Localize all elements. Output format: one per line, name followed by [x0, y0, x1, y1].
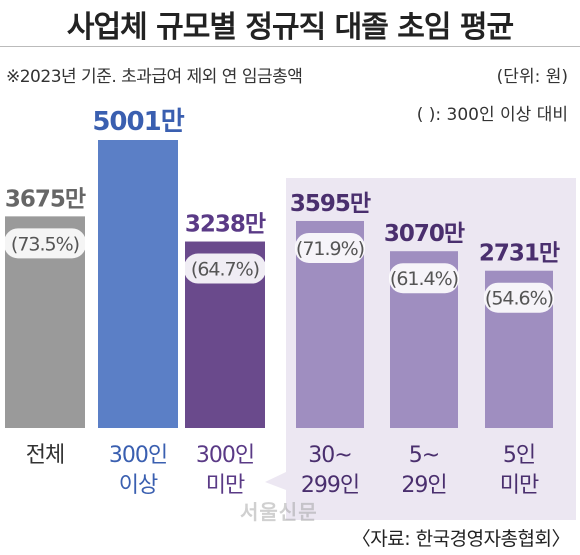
category-label-1-1: 이상: [119, 473, 158, 498]
bar-1: [98, 140, 178, 428]
value-label-3: 3595만: [290, 191, 371, 217]
comparison-note: ( ): 300인 이상 대비: [416, 105, 568, 125]
ratio-label-4: (61.4%): [390, 268, 458, 290]
category-label-4-0: 5~: [409, 443, 439, 468]
ratio-pill-0: [4, 228, 86, 259]
category-label-5-0: 5인: [503, 443, 535, 468]
title-divider: [0, 46, 580, 47]
category-label-3-1: 299인: [301, 473, 359, 498]
value-label-5: 2731만: [479, 241, 560, 267]
chart-subtitle: ※2023년 기준. 초과급여 제외 연 임금총액: [6, 67, 303, 87]
unit-note: (단위: 원): [496, 67, 568, 87]
value-label-4: 3070만: [384, 221, 465, 247]
category-label-5-1: 미만: [500, 473, 539, 498]
source-note: 〈자료: 한국경영자총협회〉: [351, 528, 571, 550]
ratio-pill-5: [484, 282, 554, 313]
value-label-1: 5001만: [92, 107, 184, 137]
publisher-watermark: 서울신문: [240, 500, 318, 524]
ratio-pill-4: [389, 263, 459, 294]
ratio-pill-3: [295, 232, 365, 263]
chart-title: 사업체 규모별 정규직 대졸 초임 평균: [66, 10, 514, 45]
ratio-label-0: (73.5%): [11, 233, 79, 255]
value-label-0: 3675만: [5, 186, 86, 212]
ratio-label-3: (71.9%): [296, 238, 364, 260]
ratio-pill-2: [184, 253, 266, 284]
ratio-label-5: (54.6%): [485, 288, 553, 310]
category-label-3-0: 30~: [308, 443, 351, 468]
category-label-2-1: 미만: [206, 473, 245, 498]
category-label-2-0: 300인: [196, 443, 254, 468]
category-label-1-0: 300인: [109, 443, 167, 468]
category-label-0-0: 전체: [26, 443, 64, 468]
ratio-label-2: (64.7%): [191, 259, 259, 281]
value-label-2: 3238만: [185, 212, 266, 238]
category-label-4-1: 29인: [401, 473, 446, 498]
